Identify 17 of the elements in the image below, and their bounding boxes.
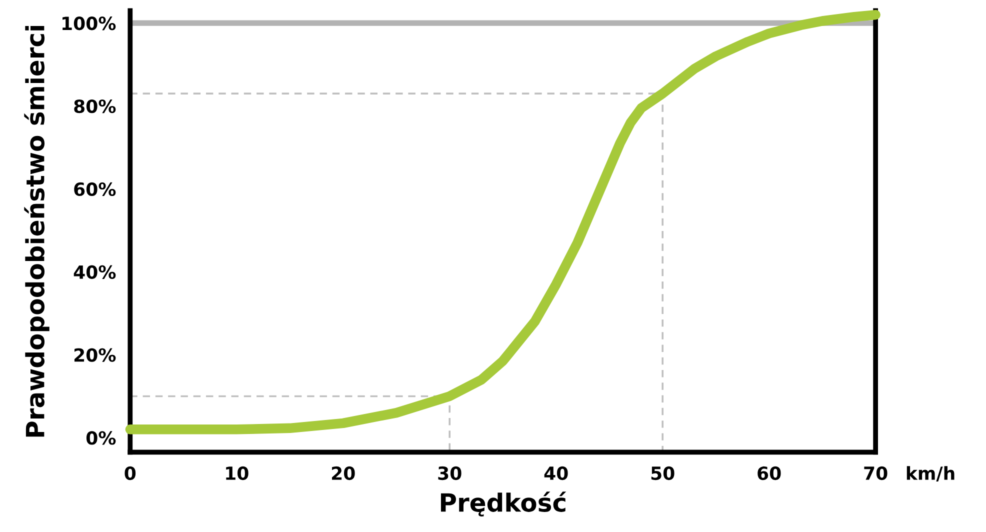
y-tick-label: 0%: [86, 431, 116, 445]
y-tick-label: 40%: [74, 265, 116, 279]
x-tick-label: 0: [124, 466, 136, 480]
y-tick-label: 80%: [74, 99, 116, 114]
x-axis-title: Prędkość: [440, 492, 566, 516]
x-tick-label: 20: [332, 466, 355, 480]
x-tick-label: 40: [544, 466, 568, 480]
x-tick-label: 70: [864, 466, 888, 480]
y-axis-title: Prawdopodobieństwo śmierci: [24, 26, 50, 437]
y-tick-label: 60%: [74, 182, 116, 196]
y-tick-label: 20%: [74, 348, 116, 362]
text: km/h: [906, 466, 954, 482]
y-tick-label: 100%: [62, 16, 116, 30]
x-tick-label: 10: [226, 466, 248, 480]
x-tick-label: 30: [438, 466, 462, 480]
x-tick-label: 50: [651, 466, 674, 480]
x-tick-label: 60: [758, 466, 781, 480]
